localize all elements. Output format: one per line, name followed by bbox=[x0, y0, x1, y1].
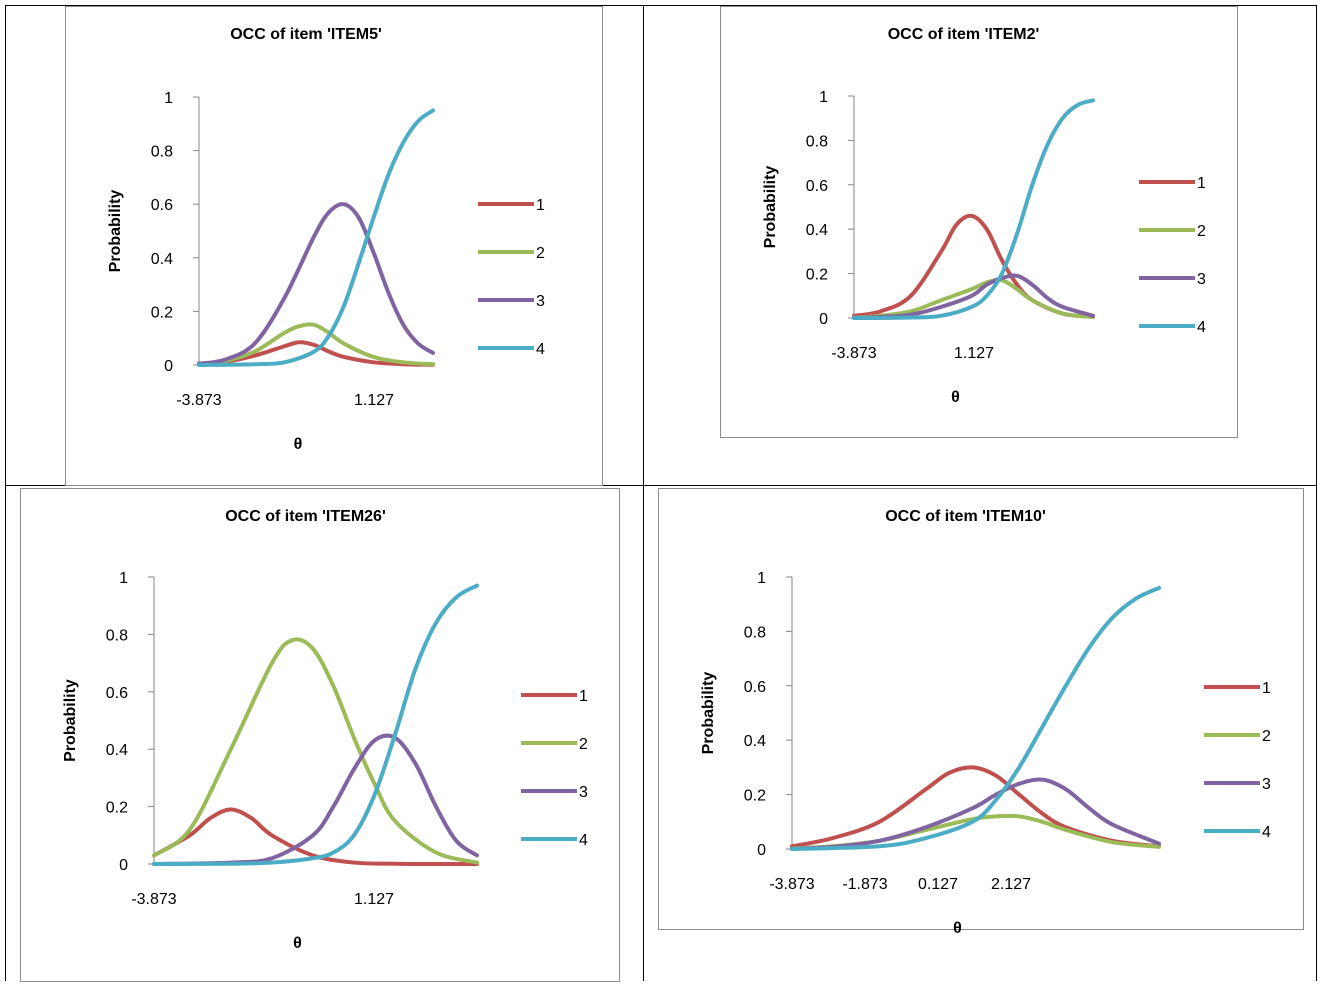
series-line-2 bbox=[197, 322, 435, 367]
chart-svg: OCC of item 'ITEM2' 0 0.2 0.4 0.6 0.8 1 -3.873 1… bbox=[762, 26, 1206, 406]
legend-label: 3 bbox=[1197, 271, 1206, 288]
y-tick-label: 0.6 bbox=[744, 679, 766, 696]
y-tick-label: 0.4 bbox=[106, 742, 128, 759]
series-line-3 bbox=[790, 777, 1161, 851]
legend-label: 4 bbox=[579, 832, 588, 849]
legend-label: 1 bbox=[579, 688, 588, 705]
chart-item10: OCC of item 'ITEM10' 0 0.2 0.4 0.6 0.8 1 -3.873… bbox=[658, 488, 1304, 937]
series-line-4 bbox=[152, 583, 479, 866]
chart-title: OCC of item 'ITEM10' bbox=[885, 508, 1046, 525]
x-tick-label: -3.873 bbox=[769, 876, 814, 893]
series-line-3 bbox=[152, 733, 479, 866]
chart-svg: OCC of item 'ITEM26' 0 0.2 0.4 0.6 0.8 1 -3.873… bbox=[62, 508, 588, 952]
x-tick-label: 2.127 bbox=[991, 876, 1031, 893]
chart-svg: OCC of item 'ITEM10' 0 0.2 0.4 0.6 0.8 1 -3.873… bbox=[700, 508, 1271, 937]
y-axis-title: Probability bbox=[62, 679, 79, 762]
legend-label: 2 bbox=[1197, 223, 1206, 240]
cell-border-middle bbox=[5, 485, 1317, 486]
y-tick-label: 1 bbox=[819, 89, 828, 106]
legend-label: 2 bbox=[1262, 728, 1271, 745]
cell-border-center bbox=[643, 5, 644, 981]
legend-label: 1 bbox=[536, 197, 545, 214]
series-line-1 bbox=[152, 807, 479, 867]
y-tick-label: 1 bbox=[164, 90, 173, 107]
chart-item2: OCC of item 'ITEM2' 0 0.2 0.4 0.6 0.8 1 -3.873 1… bbox=[720, 6, 1238, 438]
legend-label: 4 bbox=[1197, 319, 1206, 336]
y-tick-label: 0.8 bbox=[106, 627, 128, 644]
series-line-3 bbox=[852, 273, 1095, 320]
y-tick-label: 1 bbox=[757, 570, 766, 587]
series-line-4 bbox=[852, 98, 1095, 320]
chart-title: OCC of item 'ITEM26' bbox=[225, 508, 386, 525]
series-line-4 bbox=[197, 108, 435, 367]
chart-item5: OCC of item 'ITEM5' 0 0.2 0.4 0.6 0.8 1 -3.873 1… bbox=[65, 6, 603, 486]
y-tick-label: 0 bbox=[819, 311, 828, 328]
y-tick-label: 0.8 bbox=[151, 144, 173, 161]
y-axis-title: Probability bbox=[762, 166, 779, 249]
legend-label: 2 bbox=[579, 736, 588, 753]
y-tick-label: 0.4 bbox=[806, 222, 828, 239]
x-axis-title: θ bbox=[953, 920, 962, 937]
y-tick-label: 0.6 bbox=[806, 178, 828, 195]
series-line-1 bbox=[790, 765, 1161, 849]
chart-title: OCC of item 'ITEM5' bbox=[230, 26, 382, 43]
y-tick-label: 0.6 bbox=[151, 197, 173, 214]
series-line-4 bbox=[790, 585, 1161, 851]
x-tick-label: 1.127 bbox=[354, 891, 394, 908]
x-tick-label: -3.873 bbox=[131, 891, 176, 908]
series-line-1 bbox=[197, 340, 435, 367]
legend-label: 2 bbox=[536, 245, 545, 262]
y-axis-title: Probability bbox=[700, 672, 717, 755]
chart-item26: OCC of item 'ITEM26' 0 0.2 0.4 0.6 0.8 1 -3.873… bbox=[20, 488, 620, 982]
y-tick-label: 0.6 bbox=[106, 685, 128, 702]
y-tick-label: 0.4 bbox=[151, 251, 173, 268]
y-tick-label: 0 bbox=[119, 857, 128, 874]
y-tick-label: 0.2 bbox=[744, 788, 766, 805]
legend-label: 1 bbox=[1197, 175, 1206, 192]
cell-border-top bbox=[5, 5, 1317, 6]
x-tick-label: 1.127 bbox=[954, 345, 994, 362]
x-axis-title: θ bbox=[293, 935, 302, 952]
legend-label: 4 bbox=[1262, 824, 1271, 841]
chart-svg: OCC of item 'ITEM5' 0 0.2 0.4 0.6 0.8 1 -3.873 1… bbox=[107, 26, 545, 453]
series-line-1 bbox=[852, 213, 1095, 319]
y-tick-label: 0.2 bbox=[806, 267, 828, 284]
y-tick-label: 0 bbox=[164, 358, 173, 375]
chart-title: OCC of item 'ITEM2' bbox=[888, 26, 1040, 43]
x-tick-label: 1.127 bbox=[354, 392, 394, 409]
x-axis-title: θ bbox=[294, 436, 303, 453]
series-line-3 bbox=[197, 202, 435, 366]
x-tick-label: -3.873 bbox=[176, 392, 221, 409]
x-tick-label: -3.873 bbox=[831, 345, 876, 362]
y-tick-label: 0.4 bbox=[744, 733, 766, 750]
legend-label: 4 bbox=[536, 341, 545, 358]
y-tick-label: 0.8 bbox=[744, 624, 766, 641]
series-line-2 bbox=[152, 637, 479, 865]
legend-label: 3 bbox=[536, 293, 545, 310]
cell-border-left bbox=[5, 5, 6, 981]
y-axis-title: Probability bbox=[107, 190, 124, 273]
legend-label: 3 bbox=[1262, 776, 1271, 793]
x-axis-title: θ bbox=[951, 389, 960, 406]
x-tick-label: 0.127 bbox=[918, 876, 958, 893]
y-tick-label: 1 bbox=[119, 570, 128, 587]
series-line-2 bbox=[852, 277, 1095, 320]
y-tick-label: 0.2 bbox=[151, 304, 173, 321]
cell-border-right bbox=[1316, 5, 1317, 981]
legend-label: 3 bbox=[579, 784, 588, 801]
legend-label: 1 bbox=[1262, 680, 1271, 697]
y-tick-label: 0 bbox=[757, 842, 766, 859]
x-tick-label: -1.873 bbox=[842, 876, 887, 893]
y-tick-label: 0.2 bbox=[106, 800, 128, 817]
y-tick-label: 0.8 bbox=[806, 133, 828, 150]
